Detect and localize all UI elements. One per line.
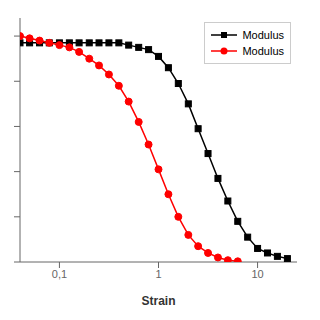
svg-text:Strain: Strain [141,294,175,308]
svg-text:1: 1 [155,268,161,280]
svg-text:0,1: 0,1 [52,268,67,280]
html-text:Modulus: Modulus [242,29,284,41]
svg-text:10: 10 [251,268,263,280]
html-text:Modulus: Modulus [242,45,284,57]
